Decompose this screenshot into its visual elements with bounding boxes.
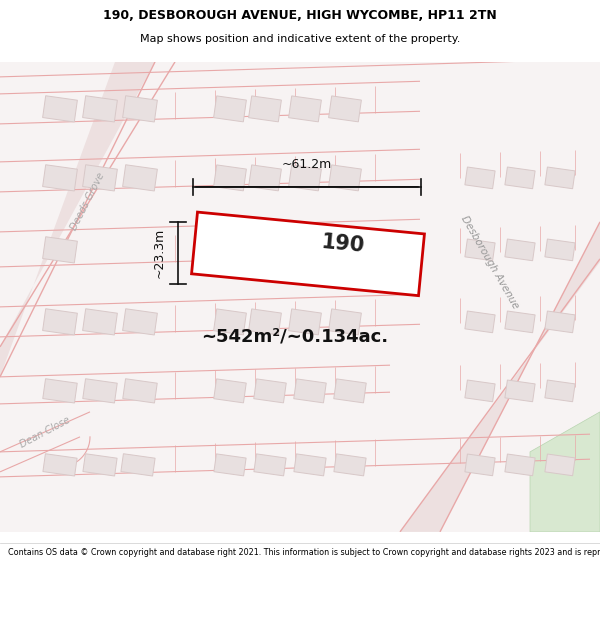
Text: ~23.3m: ~23.3m [153,228,166,278]
Polygon shape [83,309,118,335]
Polygon shape [289,237,322,263]
Polygon shape [545,167,575,189]
Polygon shape [294,379,326,403]
Polygon shape [329,309,361,335]
Polygon shape [289,96,322,122]
Polygon shape [83,379,117,403]
Polygon shape [43,96,77,122]
Polygon shape [214,309,247,335]
Polygon shape [248,96,281,122]
Polygon shape [122,165,157,191]
Polygon shape [43,309,77,335]
Polygon shape [530,412,600,532]
Polygon shape [122,96,157,122]
Text: 190: 190 [320,232,365,256]
Polygon shape [505,311,535,332]
Polygon shape [545,380,575,402]
Polygon shape [214,454,246,476]
Polygon shape [254,454,286,476]
Polygon shape [248,165,281,191]
Text: ~61.2m: ~61.2m [282,158,332,171]
Text: Desborough Avenue: Desborough Avenue [459,214,521,310]
Polygon shape [465,239,495,261]
Polygon shape [545,311,575,332]
Polygon shape [122,309,157,335]
Polygon shape [465,167,495,189]
Polygon shape [505,454,535,476]
Polygon shape [43,237,77,263]
Polygon shape [400,222,600,532]
Polygon shape [43,165,77,191]
Polygon shape [465,311,495,332]
Polygon shape [254,379,286,403]
Polygon shape [191,212,424,296]
Polygon shape [214,379,246,403]
Polygon shape [214,165,247,191]
Polygon shape [505,239,535,261]
Polygon shape [289,309,322,335]
Text: Contains OS data © Crown copyright and database right 2021. This information is : Contains OS data © Crown copyright and d… [8,548,600,558]
Polygon shape [545,454,575,476]
Polygon shape [0,62,600,532]
Text: Deeds Grove: Deeds Grove [69,171,107,232]
Polygon shape [465,380,495,402]
Polygon shape [329,165,361,191]
Polygon shape [83,454,117,476]
Polygon shape [334,379,366,403]
Polygon shape [43,454,77,476]
Polygon shape [289,165,322,191]
Polygon shape [248,309,281,335]
Polygon shape [0,62,155,377]
Text: Dean Close: Dean Close [18,414,72,449]
Polygon shape [294,454,326,476]
Text: ~542m²/~0.134ac.: ~542m²/~0.134ac. [202,328,389,346]
Polygon shape [123,379,157,403]
Polygon shape [329,96,361,122]
Polygon shape [505,167,535,189]
Polygon shape [83,96,118,122]
Polygon shape [248,237,281,263]
Polygon shape [121,454,155,476]
Polygon shape [214,96,247,122]
Text: 190, DESBOROUGH AVENUE, HIGH WYCOMBE, HP11 2TN: 190, DESBOROUGH AVENUE, HIGH WYCOMBE, HP… [103,9,497,22]
Polygon shape [505,380,535,402]
Polygon shape [329,237,361,263]
Polygon shape [43,379,77,403]
Polygon shape [334,454,366,476]
Polygon shape [83,165,118,191]
Polygon shape [214,237,247,263]
Polygon shape [465,454,495,476]
Text: Map shows position and indicative extent of the property.: Map shows position and indicative extent… [140,34,460,44]
Polygon shape [545,239,575,261]
